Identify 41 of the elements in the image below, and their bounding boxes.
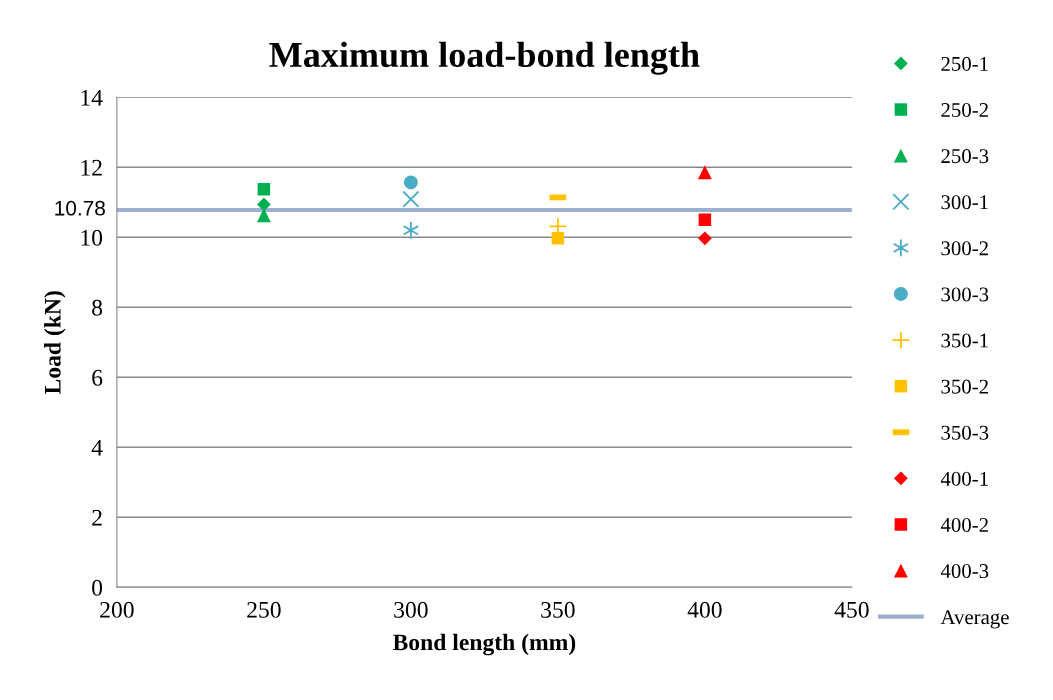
legend-label: 400-2 [940, 517, 988, 532]
x-tick-label: 350 [541, 601, 575, 618]
legend-label: 400-3 [940, 564, 989, 579]
point [256, 208, 271, 223]
legend-label: 350-2 [941, 379, 988, 394]
y-tick-label: 0 [92, 579, 103, 596]
legend-label: 250-2 [941, 102, 988, 118]
y-tick-label: 6 [92, 369, 103, 386]
legend-label: 300-1 [941, 195, 988, 210]
legend-label: 300-2 [941, 241, 988, 256]
point [698, 231, 712, 246]
point [402, 190, 420, 208]
x-axis-title: Bond length (mm) [392, 633, 576, 656]
point [697, 165, 712, 180]
chart-title: Maximum load-bond length [269, 41, 700, 75]
legend-label: 400-1 [940, 471, 988, 486]
legend-label: 300-3 [941, 287, 989, 302]
y-tick-label: 12 [81, 159, 102, 176]
y-tick-label: 10 [81, 229, 103, 246]
text: 10.78 [55, 200, 105, 216]
x-tick-label: 200 [100, 601, 134, 618]
point [698, 213, 712, 227]
y-tick-label: 4 [91, 439, 103, 456]
point [403, 175, 418, 190]
x-tick-label: 300 [394, 601, 428, 618]
x-tick-label: 400 [687, 601, 722, 618]
point [257, 197, 271, 212]
legend-label: 350-1 [941, 333, 988, 348]
y-tick-label: 14 [81, 89, 103, 106]
y-axis-title: Load (kN) [44, 291, 66, 395]
x-tick-label: 250 [247, 601, 281, 618]
point [402, 221, 420, 240]
legend-label: 250-1 [941, 56, 988, 71]
legend-label: Average [940, 610, 1009, 629]
y-tick-label: 2 [92, 509, 102, 526]
x-tick-label: 450 [834, 601, 869, 618]
point [257, 183, 271, 196]
legend-label: 250-3 [941, 149, 989, 164]
point [551, 232, 565, 245]
legend-label: 350-3 [941, 425, 989, 440]
y-tick-label: 8 [92, 299, 103, 316]
